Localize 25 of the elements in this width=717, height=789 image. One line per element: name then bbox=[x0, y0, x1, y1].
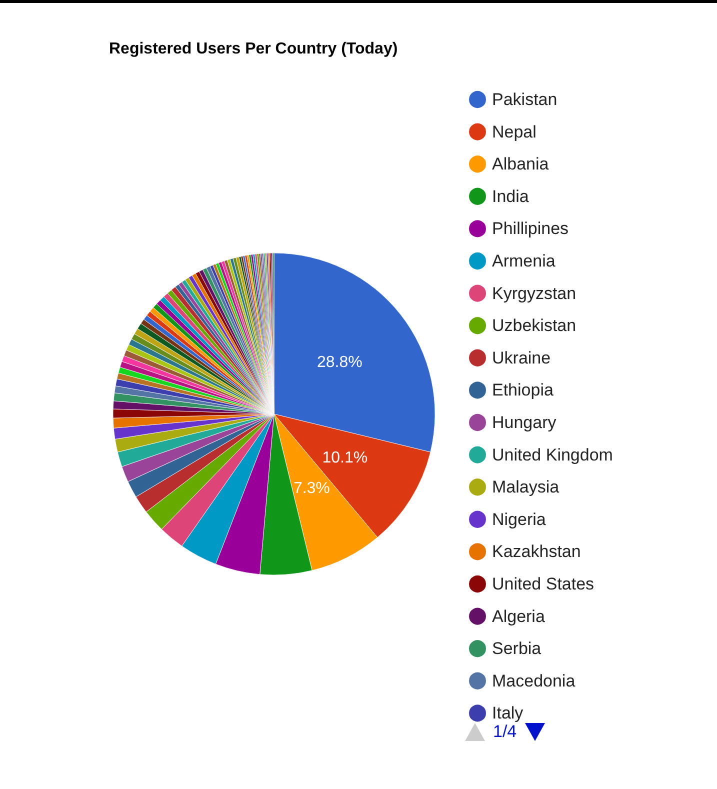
legend-label: Serbia bbox=[492, 639, 542, 658]
data-label: 10.1% bbox=[322, 450, 368, 467]
legend-label: Phillipines bbox=[492, 219, 569, 238]
legend-label: Kazakhstan bbox=[492, 542, 581, 562]
legend-label: United Kingdom bbox=[492, 445, 613, 464]
legend-label: Nigeria bbox=[492, 510, 546, 529]
legend-label: Pakistan bbox=[492, 90, 558, 109]
legend-label: Algeria bbox=[492, 606, 546, 626]
chart-title: Registered Users Per Country (Today) bbox=[109, 40, 398, 58]
legend-label: Kyrgyzstan bbox=[492, 284, 576, 303]
legend-label: United States bbox=[492, 574, 594, 594]
legend-label: Ukraine bbox=[492, 348, 551, 368]
legend-label: Uzbekistan bbox=[492, 316, 576, 336]
data-label: 28.8% bbox=[316, 354, 362, 371]
legend-label: Ethiopia bbox=[492, 380, 554, 400]
legend-label: Italy bbox=[492, 704, 524, 723]
text: 1/4 bbox=[493, 722, 517, 742]
legend-label: Macedonia bbox=[492, 671, 576, 690]
legend-label: Armenia bbox=[492, 252, 556, 270]
legend-label: Albania bbox=[492, 154, 550, 174]
legend-label: Hungary bbox=[492, 413, 557, 432]
data-label: 7.3% bbox=[293, 480, 330, 498]
legend-label: Nepal bbox=[492, 122, 536, 142]
legend-label: Malaysia bbox=[492, 478, 560, 497]
legend-label: India bbox=[492, 186, 530, 206]
